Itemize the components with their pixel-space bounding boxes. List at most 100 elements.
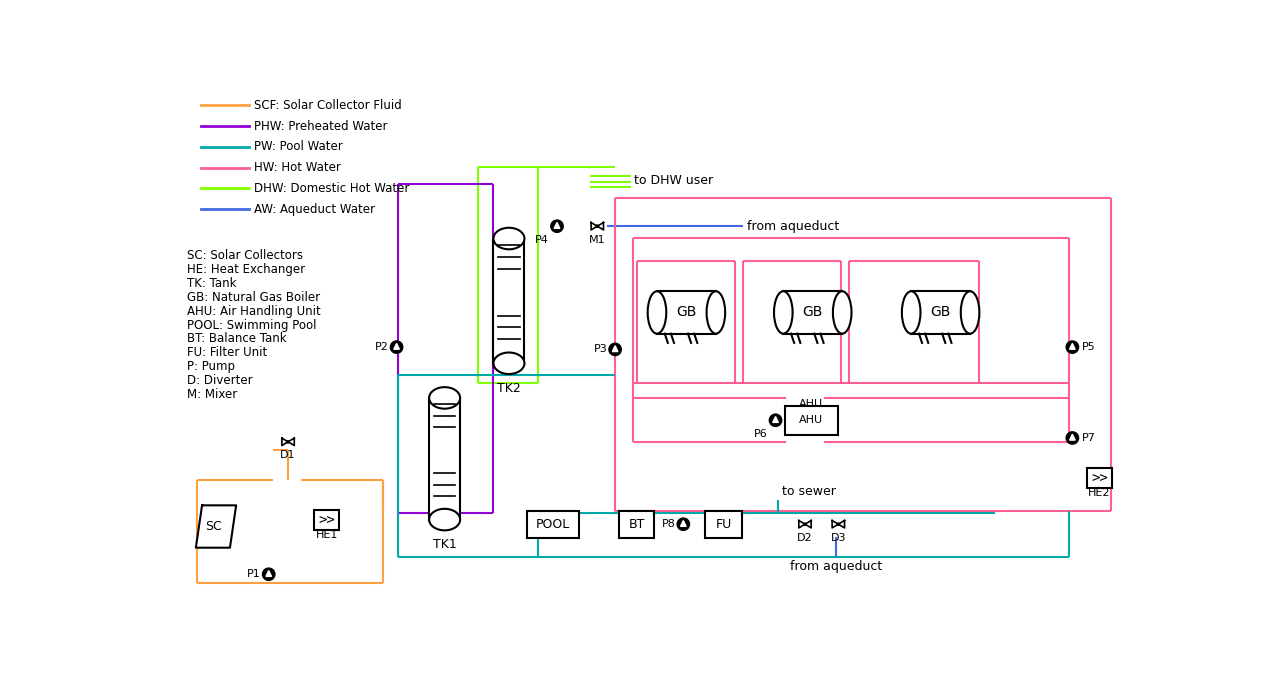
Bar — [911, 291, 970, 334]
Text: P6: P6 — [754, 429, 768, 439]
Text: AHU: AHU — [799, 399, 823, 409]
Circle shape — [287, 440, 289, 443]
Bar — [494, 239, 524, 363]
Text: M: Mixer: M: Mixer — [187, 388, 237, 401]
Text: from aqueduct: from aqueduct — [746, 220, 839, 232]
Text: GB: GB — [931, 306, 951, 320]
Ellipse shape — [706, 291, 725, 334]
Text: to sewer: to sewer — [782, 485, 836, 498]
Text: GB: GB — [802, 306, 823, 320]
Text: DHW: Domestic Hot Water: DHW: Domestic Hot Water — [254, 182, 409, 195]
Text: PW: Pool Water: PW: Pool Water — [254, 140, 342, 154]
Polygon shape — [394, 343, 399, 349]
Ellipse shape — [832, 291, 851, 334]
Ellipse shape — [961, 291, 979, 334]
Ellipse shape — [774, 291, 793, 334]
Polygon shape — [681, 521, 686, 526]
Polygon shape — [591, 223, 597, 230]
Text: HE1: HE1 — [316, 530, 338, 540]
Polygon shape — [554, 223, 560, 228]
Polygon shape — [597, 223, 604, 230]
Text: GB: GB — [676, 306, 697, 320]
Circle shape — [1066, 341, 1079, 353]
Ellipse shape — [494, 352, 524, 374]
Text: P5: P5 — [1081, 342, 1095, 352]
Ellipse shape — [494, 352, 524, 374]
Text: AW: Aqueduct Water: AW: Aqueduct Water — [254, 203, 375, 216]
Text: P1: P1 — [248, 570, 261, 579]
Circle shape — [769, 414, 782, 426]
Polygon shape — [805, 521, 811, 528]
Circle shape — [609, 343, 621, 355]
Text: GB: Natural Gas Boiler: GB: Natural Gas Boiler — [187, 291, 321, 304]
Text: P3: P3 — [594, 344, 608, 355]
Text: M1: M1 — [589, 235, 606, 245]
Circle shape — [551, 220, 563, 232]
Ellipse shape — [429, 509, 460, 530]
Bar — [619, 511, 654, 537]
Polygon shape — [839, 521, 845, 528]
Text: D1: D1 — [280, 450, 296, 460]
Text: D3: D3 — [831, 533, 846, 542]
Text: BT: Balance Tank: BT: Balance Tank — [187, 332, 287, 346]
Text: SC: SC — [206, 520, 222, 533]
Polygon shape — [196, 505, 236, 548]
Circle shape — [837, 523, 840, 526]
Text: P4: P4 — [536, 235, 549, 245]
Bar — [657, 291, 716, 334]
Text: P8: P8 — [662, 519, 676, 529]
Circle shape — [1066, 432, 1079, 444]
Circle shape — [390, 341, 403, 353]
Text: TK1: TK1 — [433, 538, 456, 551]
Text: PHW: Preheated Water: PHW: Preheated Water — [254, 119, 388, 133]
Bar — [784, 406, 837, 435]
Text: P7: P7 — [1081, 433, 1095, 443]
Text: P: Pump: P: Pump — [187, 360, 235, 373]
Ellipse shape — [429, 387, 460, 409]
Polygon shape — [1070, 434, 1075, 440]
Text: HE2: HE2 — [1089, 488, 1110, 498]
Text: SC: Solar Collectors: SC: Solar Collectors — [187, 249, 303, 262]
Bar — [314, 510, 340, 530]
Ellipse shape — [429, 509, 460, 530]
Polygon shape — [266, 570, 272, 577]
Text: SCF: Solar Collector Fluid: SCF: Solar Collector Fluid — [254, 99, 402, 112]
Text: D2: D2 — [797, 533, 813, 542]
Polygon shape — [798, 521, 805, 528]
Text: POOL: POOL — [536, 518, 571, 530]
Ellipse shape — [902, 291, 921, 334]
Circle shape — [263, 568, 275, 581]
Text: FU: FU — [716, 518, 731, 530]
Circle shape — [803, 523, 806, 526]
Polygon shape — [1070, 343, 1075, 349]
Text: to DHW user: to DHW user — [634, 174, 714, 186]
Circle shape — [596, 225, 599, 228]
Circle shape — [677, 518, 690, 530]
Text: HW: Hot Water: HW: Hot Water — [254, 161, 341, 174]
Text: AHU: AHU — [799, 415, 823, 425]
Text: POOL: Swimming Pool: POOL: Swimming Pool — [187, 318, 317, 332]
Bar — [527, 511, 580, 537]
Text: FU: Filter Unit: FU: Filter Unit — [187, 346, 268, 359]
Text: from aqueduct: from aqueduct — [789, 560, 882, 572]
Text: HE: Heat Exchanger: HE: Heat Exchanger — [187, 263, 306, 276]
Bar — [705, 511, 743, 537]
Polygon shape — [832, 521, 839, 528]
Polygon shape — [282, 438, 288, 445]
Text: BT: BT — [629, 518, 645, 530]
Text: TK2: TK2 — [498, 382, 520, 395]
Polygon shape — [773, 417, 778, 422]
Text: D: Diverter: D: Diverter — [187, 374, 253, 387]
Text: P2: P2 — [375, 342, 389, 352]
Text: >>: >> — [318, 513, 335, 528]
Polygon shape — [288, 438, 294, 445]
Bar — [429, 398, 460, 519]
Bar — [783, 291, 842, 334]
Text: TK: Tank: TK: Tank — [187, 277, 237, 290]
Text: AHU: Air Handling Unit: AHU: Air Handling Unit — [187, 305, 321, 318]
Text: >>: >> — [1091, 471, 1108, 485]
Ellipse shape — [494, 228, 524, 249]
Ellipse shape — [648, 291, 667, 334]
Bar — [1087, 468, 1113, 488]
Polygon shape — [613, 346, 618, 352]
